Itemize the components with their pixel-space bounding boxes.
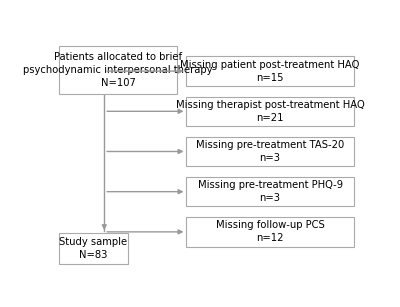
Text: Patients allocated to brief
psychodynamic interpersonal therapy
N=107: Patients allocated to brief psychodynami… (24, 52, 213, 88)
FancyBboxPatch shape (186, 217, 354, 247)
FancyBboxPatch shape (186, 96, 354, 126)
Text: Missing follow-up PCS
n=12: Missing follow-up PCS n=12 (216, 220, 324, 243)
Text: Missing patient post-treatment HAQ
n=15: Missing patient post-treatment HAQ n=15 (180, 60, 360, 83)
Text: Missing pre-treatment PHQ-9
n=3: Missing pre-treatment PHQ-9 n=3 (198, 180, 343, 203)
Text: Study sample
N=83: Study sample N=83 (59, 237, 128, 260)
FancyBboxPatch shape (186, 137, 354, 166)
FancyBboxPatch shape (186, 177, 354, 206)
FancyBboxPatch shape (59, 233, 128, 264)
FancyBboxPatch shape (186, 56, 354, 86)
Text: Missing therapist post-treatment HAQ
n=21: Missing therapist post-treatment HAQ n=2… (176, 100, 364, 123)
FancyBboxPatch shape (59, 46, 177, 94)
Text: Missing pre-treatment TAS-20
n=3: Missing pre-treatment TAS-20 n=3 (196, 140, 344, 163)
